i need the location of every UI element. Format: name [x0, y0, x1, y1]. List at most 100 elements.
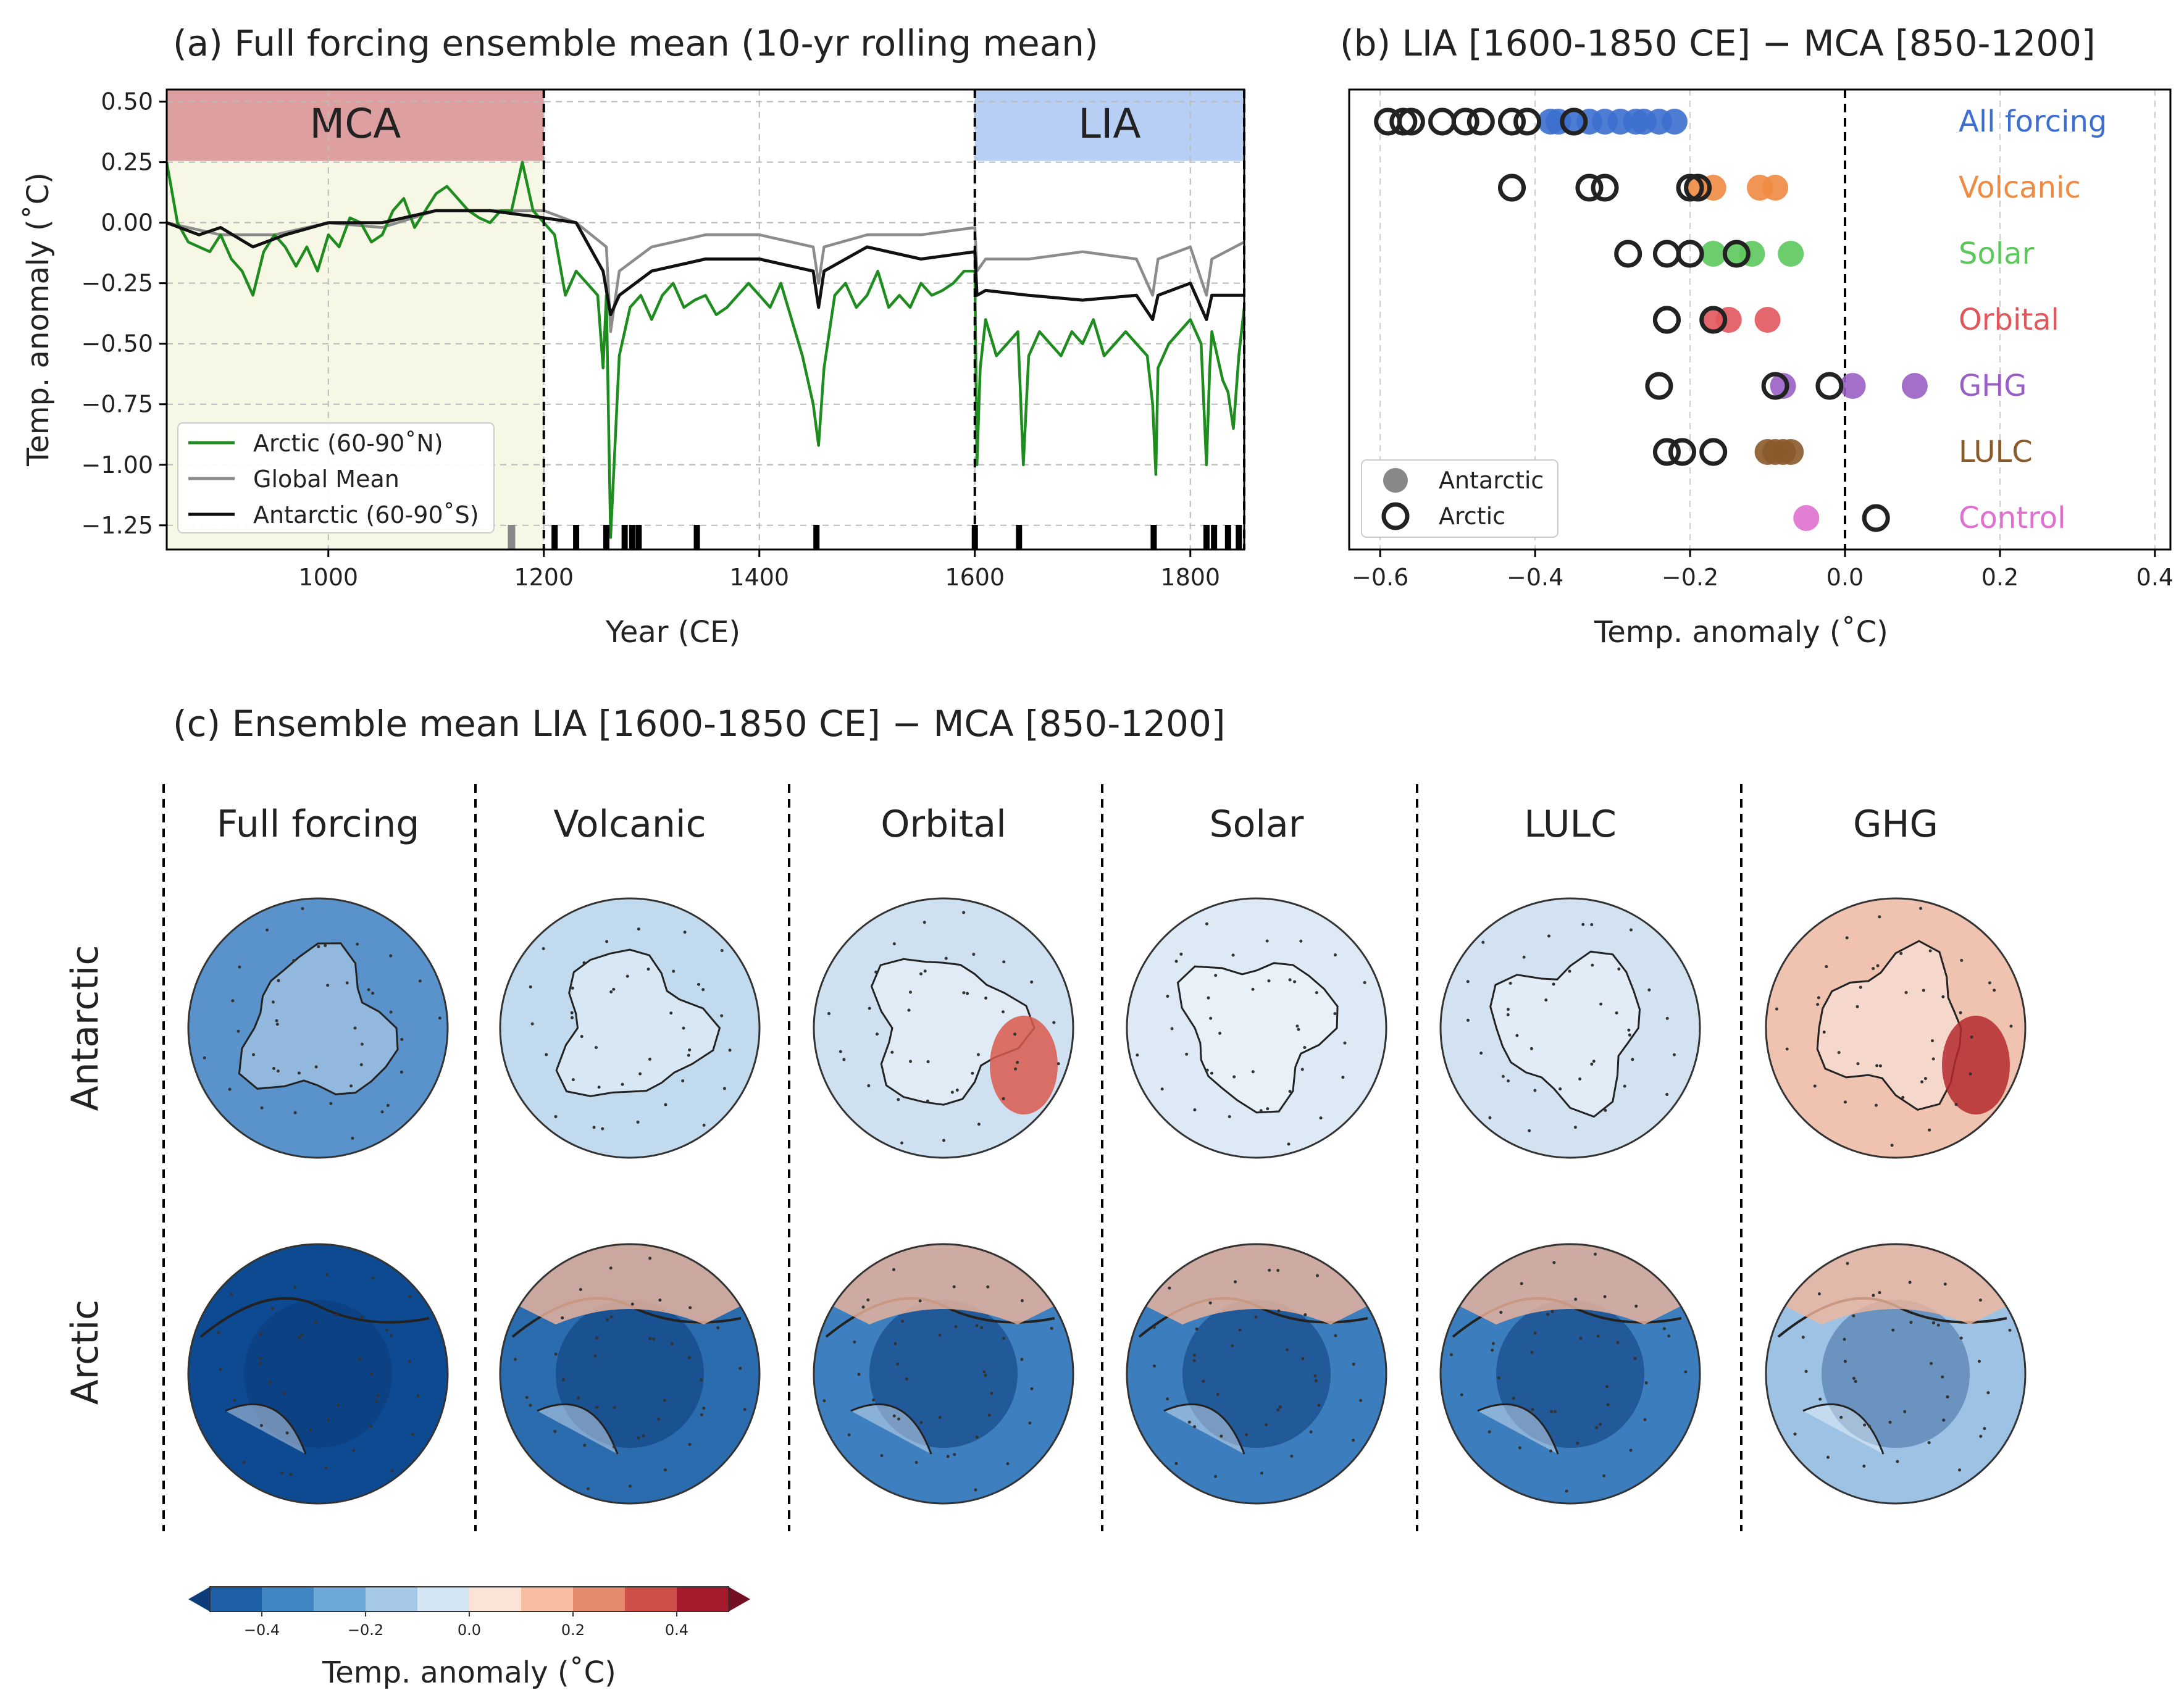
category-label: Orbital	[1959, 303, 2059, 337]
period-label-lia: LIA	[1078, 100, 1140, 148]
volcanic-event-marker	[1236, 525, 1242, 550]
colorbar-extend-high	[729, 1587, 750, 1612]
colorbar-segment	[573, 1587, 625, 1612]
panel-a: (a) Full forcing ensemble mean (10-yr ro…	[21, 22, 1245, 650]
volcanic-event-marker	[1150, 525, 1157, 550]
map-arctic-solar	[1126, 1243, 1387, 1505]
category-label: Volcanic	[1959, 170, 2081, 205]
point-antarctic	[1793, 505, 1820, 531]
map-antarctic-full-forcing	[187, 897, 449, 1159]
point-arctic	[1699, 306, 1728, 334]
y-tick-label: 0.25	[101, 149, 153, 176]
panel-a-ylabel: Temp. anomaly (˚C)	[21, 172, 56, 467]
category-label: All forcing	[1959, 104, 2107, 139]
map-arctic-ghg	[1765, 1243, 2027, 1505]
x-tick-label: 0.0	[1826, 564, 1864, 591]
colorbar-segment	[625, 1587, 677, 1612]
category-label: Solar	[1959, 236, 2035, 271]
colorbar-segment	[262, 1587, 314, 1612]
point-arctic	[1684, 174, 1712, 202]
map-antarctic-lulc	[1439, 897, 1701, 1159]
x-tick-label: −0.4	[1507, 564, 1563, 591]
point-arctic	[1575, 174, 1604, 202]
panel-c-title: (c) Ensemble mean LIA [1600-1850 CE] − M…	[173, 703, 1226, 745]
colorbar-segment	[210, 1587, 262, 1612]
legend-label-b-arctic: Arctic	[1439, 503, 1505, 530]
series-line-arctic	[167, 161, 1244, 539]
point-arctic	[1652, 306, 1681, 334]
y-tick-label: −1.25	[82, 512, 153, 539]
volcanic-event-marker	[621, 525, 628, 550]
point-arctic	[1699, 438, 1728, 466]
x-tick-label: 1800	[1160, 564, 1220, 591]
panel-a-xlabel: Year (CE)	[605, 615, 740, 650]
column-header: Solar	[1210, 803, 1304, 846]
panel-b-title: (b) LIA [1600-1850 CE] − MCA [850-1200]	[1340, 22, 2096, 64]
map-arctic-lulc	[1439, 1243, 1701, 1505]
volcanic-event-marker	[1016, 525, 1023, 550]
volcanic-event-marker	[693, 525, 700, 550]
volcanic-event-marker	[1224, 525, 1231, 550]
point-arctic	[1428, 107, 1457, 136]
map-arctic-orbital	[813, 1243, 1074, 1505]
point-arctic	[1513, 107, 1542, 136]
point-antarctic	[1839, 373, 1866, 399]
colorbar-segment	[417, 1587, 470, 1612]
map-arctic-volcanic	[499, 1243, 761, 1505]
point-arctic	[1466, 107, 1495, 136]
panel-b-legend: Antarctic Arctic	[1361, 459, 1559, 538]
legend-label-b-antarctic: Antarctic	[1439, 467, 1544, 494]
point-arctic	[1652, 438, 1681, 466]
x-tick-label: 1600	[945, 564, 1005, 591]
panel-a-title: (a) Full forcing ensemble mean (10-yr ro…	[173, 22, 1098, 64]
row-label-arctic: Arctic	[64, 1300, 107, 1405]
volcanic-event-marker	[551, 525, 558, 550]
point-arctic	[1497, 174, 1526, 202]
point-arctic	[1560, 107, 1588, 136]
point-arctic	[1497, 107, 1526, 136]
point-arctic	[1815, 372, 1844, 400]
point-antarctic	[1754, 307, 1781, 333]
point-arctic	[1652, 240, 1681, 268]
point-antarctic	[1754, 439, 1781, 465]
x-tick-label: −0.6	[1352, 564, 1408, 591]
volcanic-event-marker	[603, 525, 609, 550]
volcanic-event-marker	[629, 525, 635, 550]
volcanic-event-marker	[1203, 525, 1210, 550]
point-antarctic	[1778, 241, 1804, 267]
volcanic-event-marker	[1211, 525, 1218, 550]
colorbar-tick-label: −0.2	[348, 1621, 383, 1639]
panel-a-frame	[165, 88, 1245, 551]
map-antarctic-orbital	[813, 897, 1074, 1159]
point-arctic	[1862, 504, 1890, 532]
column-header: GHG	[1853, 803, 1938, 846]
colorbar-tick-label: 0.0	[458, 1621, 481, 1639]
colorbar-extend-low	[188, 1587, 210, 1612]
colorbar-tick-label: −0.4	[244, 1621, 280, 1639]
panel-c: (c) Ensemble mean LIA [1600-1850 CE] − M…	[64, 703, 2027, 1690]
map-antarctic-volcanic	[499, 897, 761, 1159]
period-band-lia	[974, 90, 1244, 161]
category-label: LULC	[1959, 435, 2033, 469]
legend-marker-arctic	[1381, 502, 1410, 530]
colorbar-segment	[521, 1587, 574, 1612]
point-antarctic	[1747, 175, 1773, 201]
panel-a-legend: Arctic (60-90˚N) Global Mean Antarctic (…	[177, 422, 495, 533]
column-header: Full forcing	[217, 803, 420, 846]
colorbar-label: Temp. anomaly (˚C)	[322, 1655, 616, 1690]
legend-label-global: Global Mean	[253, 466, 400, 493]
volcanic-event-marker	[635, 525, 642, 550]
legend-label-antarctic: Antarctic (60-90˚S)	[253, 501, 479, 529]
row-label-antarctic: Antarctic	[64, 945, 107, 1111]
colorbar-segment	[469, 1587, 522, 1612]
point-antarctic	[1770, 373, 1796, 399]
point-arctic	[1374, 107, 1402, 136]
x-tick-label: 1200	[514, 564, 574, 591]
category-label: Control	[1959, 501, 2066, 535]
point-antarctic	[1538, 109, 1564, 135]
point-arctic	[1614, 240, 1642, 268]
point-antarctic	[1901, 373, 1928, 399]
map-arctic-full-forcing	[187, 1243, 449, 1505]
event-marker-gray	[508, 525, 516, 550]
